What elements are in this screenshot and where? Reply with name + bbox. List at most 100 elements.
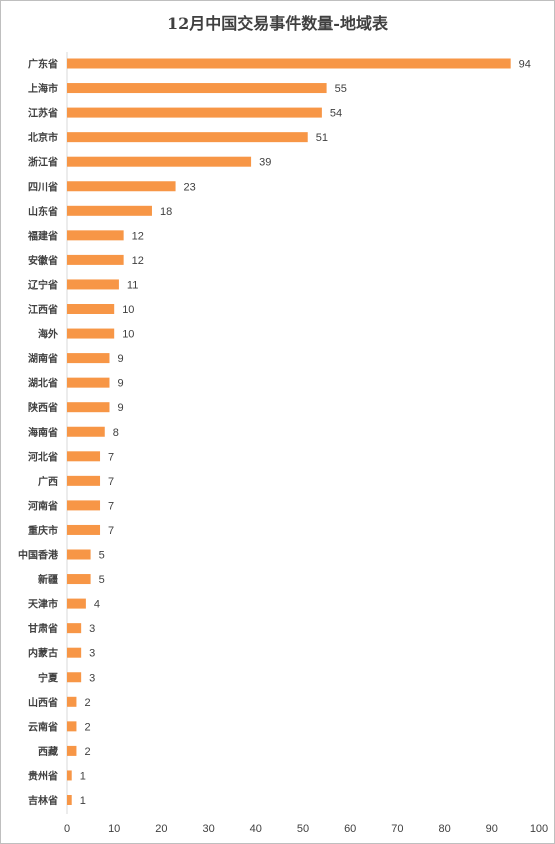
data-label: 12: [132, 230, 144, 242]
category-label: 广东省: [28, 58, 58, 71]
x-tick-label: 70: [391, 823, 403, 835]
bar: [67, 795, 72, 805]
bar: [67, 696, 77, 707]
category-label: 上海市: [28, 82, 58, 95]
category-label: 广西: [38, 475, 58, 488]
data-label: 7: [108, 500, 114, 512]
category-label: 辽宁省: [28, 278, 58, 291]
x-tick-label: 20: [155, 823, 167, 835]
bar: [67, 770, 72, 781]
bar: [67, 623, 82, 634]
bar: [67, 230, 124, 241]
data-label: 10: [122, 304, 134, 316]
bar: [67, 402, 110, 413]
data-label: 7: [108, 451, 114, 463]
bar: [67, 279, 119, 290]
data-label: 11: [127, 279, 138, 291]
bar: [67, 328, 115, 339]
category-label: 新疆: [38, 573, 58, 586]
category-label: 河南省: [28, 499, 58, 512]
bar: [67, 549, 91, 560]
category-label: 湖北省: [28, 377, 58, 390]
category-label: 海外: [38, 328, 58, 341]
data-label: 8: [113, 427, 119, 439]
data-label: 12: [132, 255, 144, 267]
category-label: 安徽省: [28, 254, 58, 267]
category-label: 福建省: [27, 229, 58, 242]
category-label: 湖南省: [28, 352, 58, 365]
x-tick-label: 90: [486, 823, 498, 835]
category-label: 吉林省: [28, 794, 58, 807]
data-label: 10: [122, 329, 134, 341]
x-tick-label: 100: [530, 823, 548, 835]
data-label: 9: [117, 353, 123, 365]
bar: [67, 83, 327, 94]
data-label: 1: [80, 770, 86, 782]
bar: [67, 647, 82, 658]
data-label: 2: [84, 697, 90, 709]
category-label: 中国香港: [18, 549, 59, 562]
data-label: 3: [89, 623, 95, 635]
bar: [67, 377, 110, 388]
data-label: 94: [519, 59, 531, 71]
category-label: 甘肃省: [28, 622, 58, 635]
category-label: 贵州省: [28, 769, 58, 782]
data-label: 5: [99, 550, 105, 562]
bar: [67, 475, 101, 486]
category-label: 山西省: [28, 696, 58, 709]
bar: [67, 574, 91, 585]
bar: [67, 500, 101, 511]
bar: [67, 304, 115, 314]
bar: [67, 745, 77, 756]
data-label: 7: [108, 476, 114, 488]
bar: [67, 132, 308, 143]
data-label: 51: [316, 132, 328, 144]
data-label: 2: [84, 721, 90, 733]
bar: [67, 181, 176, 192]
data-label: 7: [108, 525, 114, 537]
category-label: 宁夏: [38, 671, 59, 684]
data-label: 55: [335, 83, 347, 95]
category-label: 浙江省: [28, 156, 58, 169]
data-label: 9: [117, 402, 123, 414]
data-label: 23: [184, 181, 196, 193]
data-label: 54: [330, 108, 342, 120]
data-label: 9: [117, 378, 123, 390]
x-tick-label: 80: [438, 823, 450, 835]
data-label: 1: [80, 795, 86, 807]
data-label: 3: [89, 648, 95, 660]
data-label: 3: [89, 672, 95, 684]
bar: [67, 58, 511, 69]
bar: [67, 721, 77, 732]
bar: [67, 353, 110, 364]
x-tick-label: 50: [297, 823, 309, 835]
x-tick-label: 60: [344, 823, 356, 835]
category-label: 河北省: [28, 450, 58, 463]
x-tick-label: 0: [64, 823, 70, 835]
category-label: 西藏: [38, 745, 58, 758]
category-label: 江苏省: [28, 107, 58, 120]
data-label: 5: [99, 574, 105, 586]
category-label: 海南省: [28, 426, 58, 439]
category-label: 北京市: [28, 131, 58, 144]
bar: [67, 205, 152, 216]
bar: [67, 426, 105, 437]
data-label: 39: [259, 157, 271, 169]
category-label: 云南省: [28, 720, 58, 733]
category-label: 四川省: [28, 180, 58, 193]
x-tick-label: 10: [108, 823, 120, 835]
bar: [67, 451, 101, 462]
category-label: 天津市: [28, 598, 58, 611]
bar: [67, 156, 252, 167]
x-tick-label: 30: [202, 823, 214, 835]
category-label: 山东省: [28, 205, 58, 218]
x-tick-label: 40: [250, 823, 262, 835]
chart-title: 12月中国交易事件数量-地域表: [167, 14, 388, 33]
bar: [67, 524, 101, 535]
data-label: 4: [94, 599, 100, 611]
bar: [67, 254, 124, 265]
category-label: 内蒙古: [28, 647, 58, 660]
bar: [67, 598, 86, 609]
bar: [67, 107, 322, 118]
